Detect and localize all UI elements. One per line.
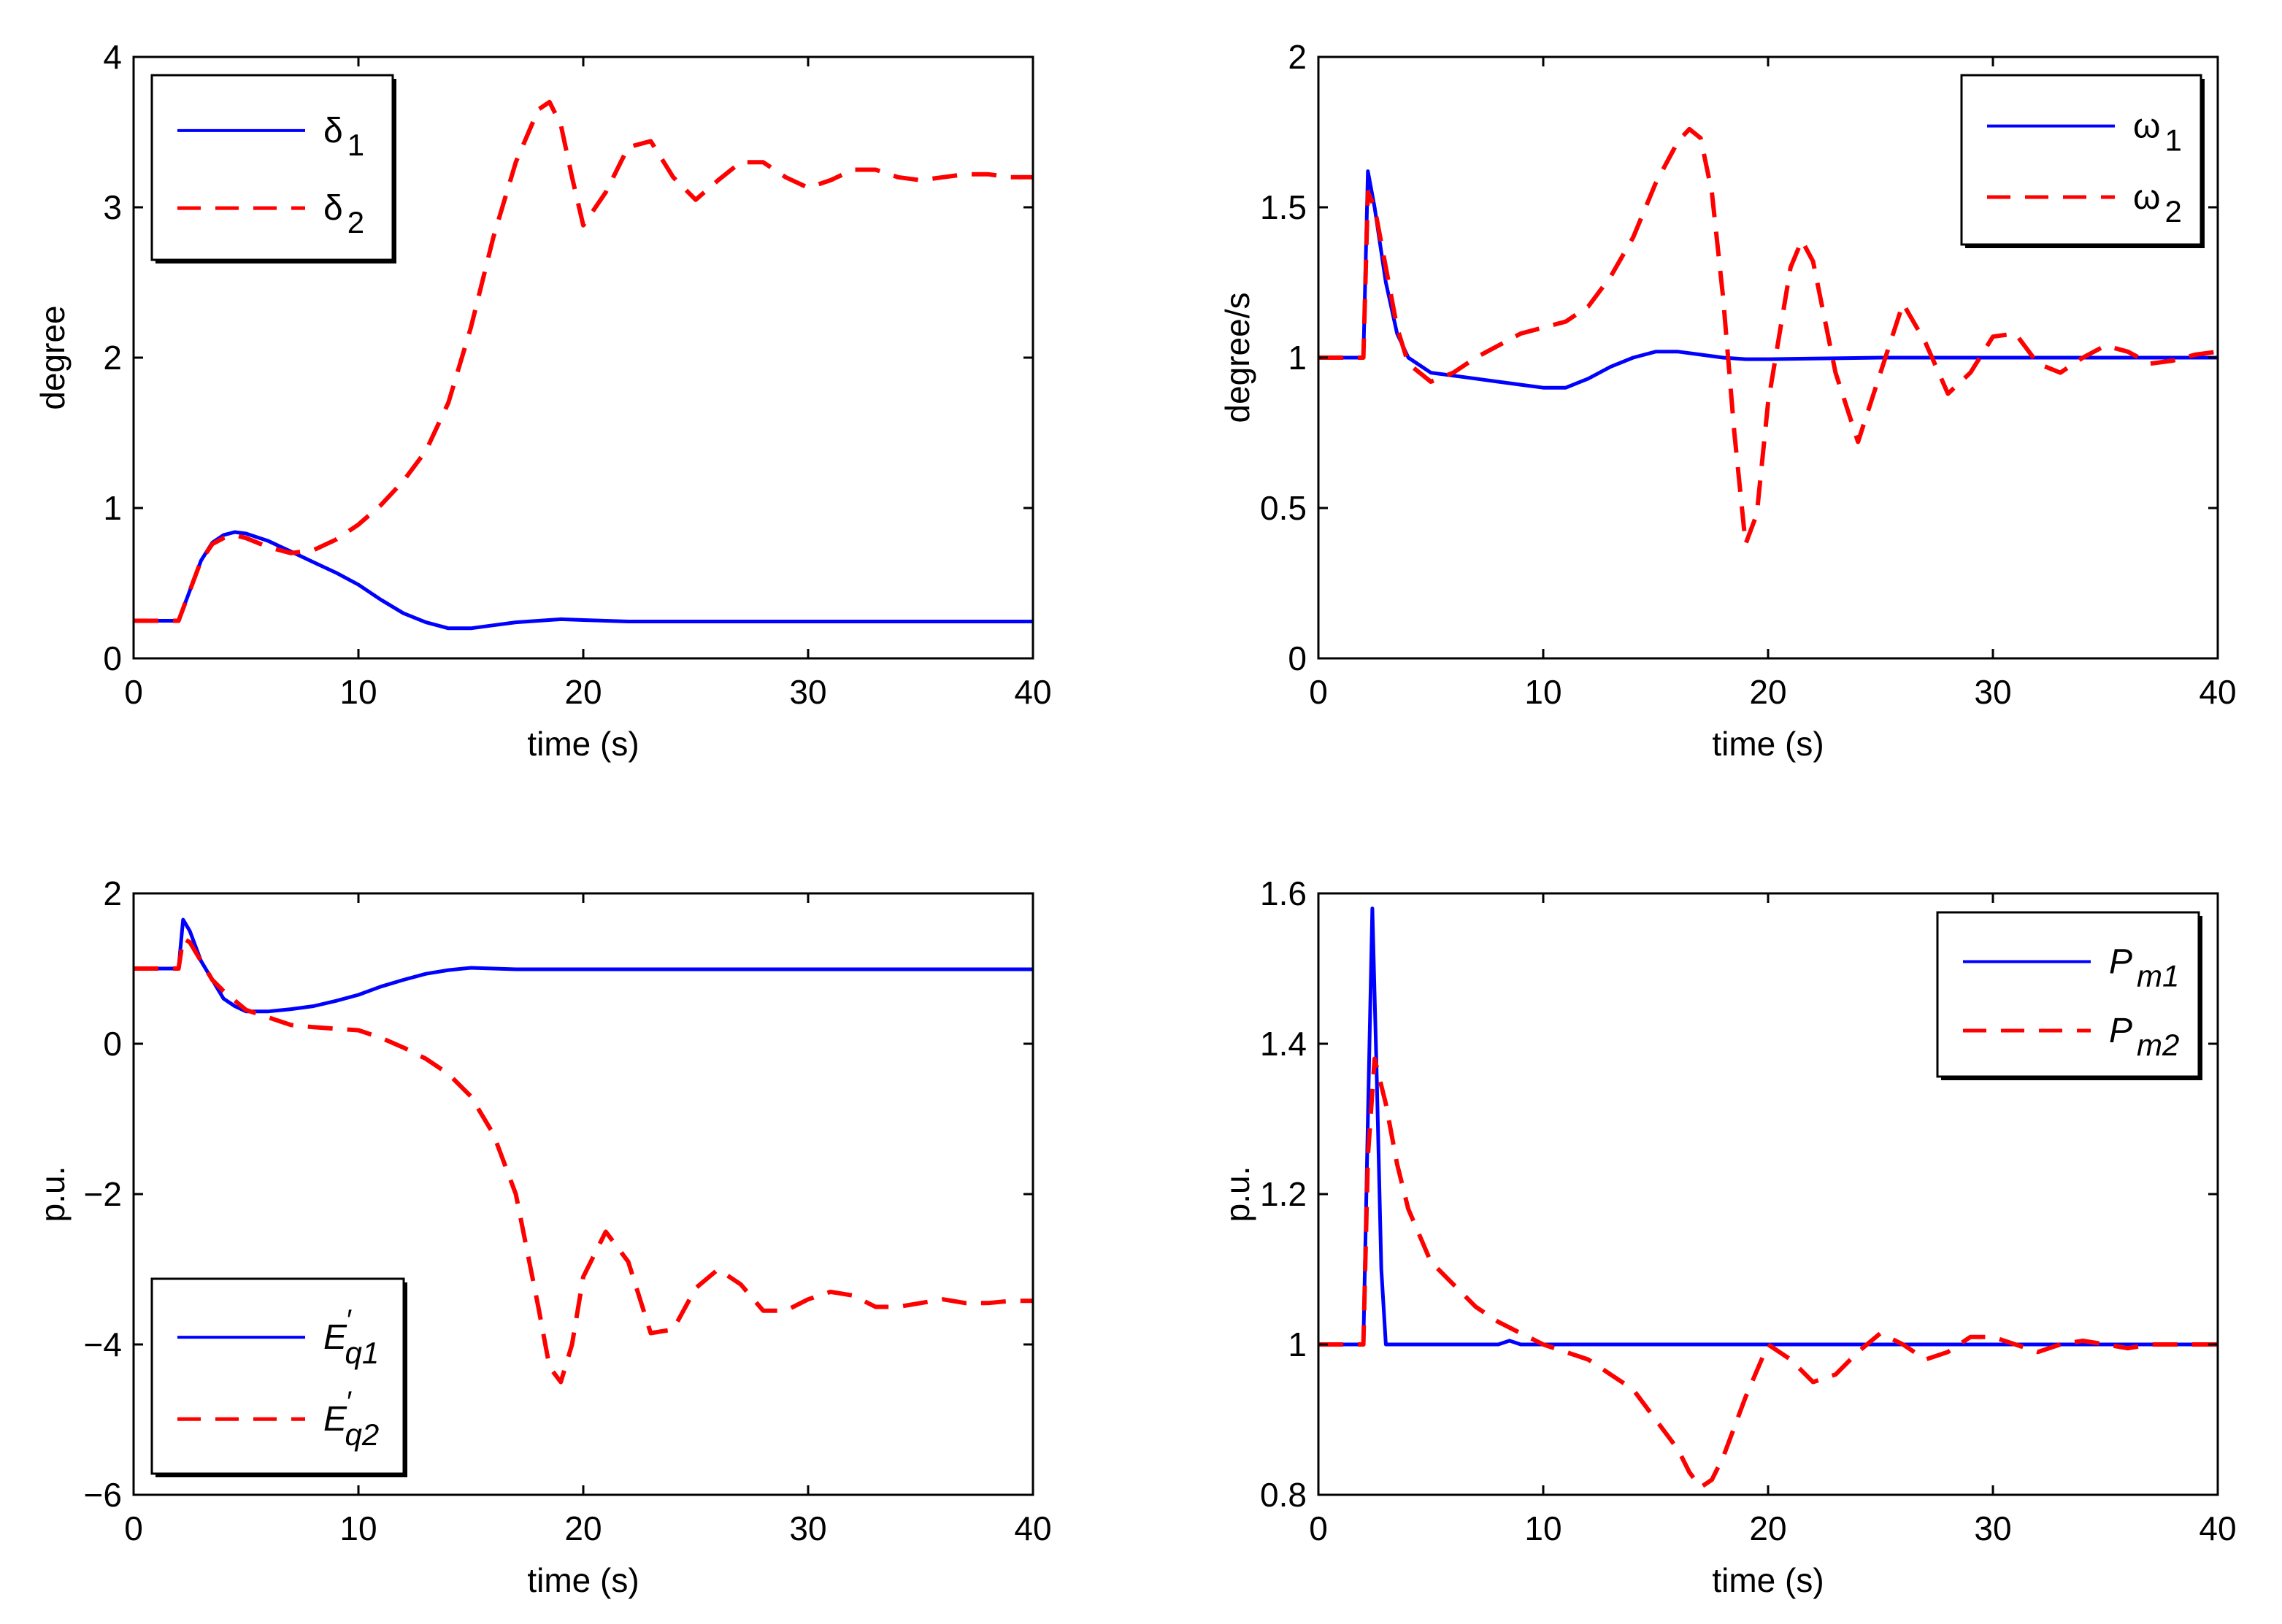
x-axis-label: time (s) — [1712, 1561, 1824, 1599]
x-tick-label: 30 — [789, 1509, 826, 1547]
x-tick-label: 0 — [124, 1509, 143, 1547]
legend-box — [150, 1277, 405, 1475]
x-tick-label: 10 — [1524, 673, 1561, 711]
y-axis-label: degree — [34, 305, 72, 409]
y-tick-label: 0 — [103, 639, 122, 677]
x-tick-label: 30 — [1974, 673, 2011, 711]
subplot-1: 0 10 20 30 40 0 1 2 3 4 time (s) degree δ 1 δ 2 — [34, 38, 1052, 763]
series-line-δ1 — [134, 530, 1033, 631]
y-tick-label: 0.5 — [1260, 489, 1307, 527]
x-tick-label: 40 — [1014, 673, 1051, 711]
x-tick-label: 30 — [789, 673, 826, 711]
y-tick-label: 1 — [103, 489, 122, 527]
series-line-Pm2 — [1318, 1056, 2218, 1490]
x-tick-label: 0 — [124, 673, 143, 711]
x-tick-label: 30 — [1974, 1509, 2011, 1547]
x-tick-label: 0 — [1309, 1509, 1328, 1547]
y-tick-label: 2 — [1288, 38, 1307, 76]
x-tick-label: 10 — [339, 1509, 377, 1547]
y-tick-label: −2 — [84, 1175, 122, 1213]
x-tick-label: 40 — [2199, 1509, 2236, 1547]
legend: δ 1 δ 2 — [150, 74, 396, 263]
series-line-E′q2 — [134, 936, 1033, 1385]
y-tick-label: 3 — [103, 188, 122, 226]
legend-box — [150, 74, 394, 261]
series-line-ω2 — [1318, 126, 2218, 547]
y-tick-label: 1.2 — [1260, 1175, 1307, 1213]
subplot-3: 0 10 20 30 40 −6 −4 −2 0 2 time (s) p.u. E′ q1 E′ q2 — [34, 874, 1052, 1599]
x-tick-label: 10 — [1524, 1509, 1561, 1547]
x-tick-label: 20 — [1749, 673, 1786, 711]
x-tick-label: 20 — [564, 1509, 602, 1547]
x-tick-label: 20 — [564, 673, 602, 711]
x-axis-label: time (s) — [1712, 725, 1824, 763]
x-tick-label: 40 — [2199, 673, 2236, 711]
y-tick-label: 0.8 — [1260, 1476, 1307, 1514]
y-axis-label: degree/s — [1218, 292, 1256, 423]
y-tick-label: 1.5 — [1260, 188, 1307, 226]
y-tick-label: 1.4 — [1260, 1025, 1307, 1063]
y-tick-label: −4 — [84, 1325, 122, 1363]
legend-label: E′ q1 — [323, 1304, 379, 1370]
y-tick-label: 1 — [1288, 1325, 1307, 1363]
x-tick-label: 0 — [1309, 673, 1328, 711]
y-axis-label: p.u. — [1218, 1166, 1256, 1223]
legend-box — [1936, 911, 2200, 1078]
series-line-δ2 — [134, 99, 1033, 623]
legend-label: E′ q2 — [323, 1386, 379, 1452]
series-line-Pm1 — [1318, 907, 2218, 1347]
y-tick-label: 2 — [103, 874, 122, 912]
x-tick-label: 10 — [339, 673, 377, 711]
x-tick-label: 40 — [1014, 1509, 1051, 1547]
x-tick-label: 20 — [1749, 1509, 1786, 1547]
legend: E′ q1 E′ q2 — [150, 1277, 407, 1477]
y-axis-label: p.u. — [34, 1166, 72, 1223]
legend-box — [1960, 74, 2202, 246]
y-tick-label: 0 — [103, 1025, 122, 1063]
y-tick-label: −6 — [84, 1476, 122, 1514]
y-tick-label: 2 — [103, 339, 122, 377]
legend: ω 1ω 2 — [1960, 74, 2205, 248]
y-tick-label: 0 — [1288, 639, 1307, 677]
series-line-E′q1 — [134, 917, 1033, 1014]
y-tick-label: 1 — [1288, 339, 1307, 377]
x-axis-label: time (s) — [527, 725, 639, 763]
x-axis-label: time (s) — [527, 1561, 639, 1599]
y-tick-label: 1.6 — [1260, 874, 1307, 912]
y-tick-label: 4 — [103, 38, 122, 76]
